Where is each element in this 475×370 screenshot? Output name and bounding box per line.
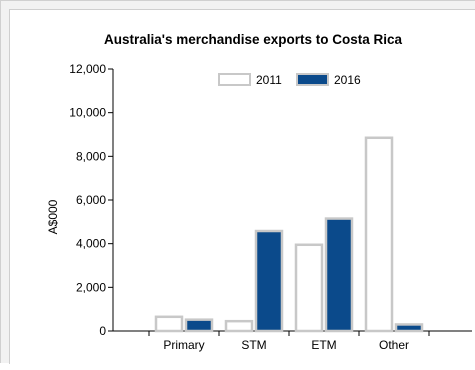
bar-2011-other: [364, 136, 394, 333]
x-axis: Primary STM ETM Other: [113, 330, 472, 352]
y-tick-label: 12,000: [69, 62, 106, 76]
bar-2011-stm: [224, 319, 254, 333]
legend-label-2011: 2011: [256, 73, 282, 87]
y-tick-label: 8,000: [76, 149, 106, 163]
bar-2016-stm: [254, 229, 284, 333]
chart-panel: Australia's merchandise exports to Costa…: [9, 9, 475, 364]
bar-2011-primary: [154, 315, 184, 333]
x-tick-label: ETM: [311, 338, 336, 352]
y-tick-label: 10,000: [69, 106, 106, 120]
x-tick-label: Primary: [163, 338, 204, 352]
x-tick-label: Other: [379, 338, 409, 352]
legend-swatch-2016: [296, 73, 329, 86]
y-tick-label: 2,000: [76, 280, 106, 294]
y-tick-label: 4,000: [76, 237, 106, 251]
y-axis-label: A$000: [46, 199, 60, 234]
bar-2016-primary: [184, 318, 214, 333]
x-tick-label: STM: [241, 338, 266, 352]
y-axis: 0 2,000 4,000 6,000 8,000 10,000 12,000: [69, 62, 114, 338]
bar-2011-etm: [294, 243, 324, 333]
bar-2016-etm: [324, 217, 354, 333]
y-tick-label: 0: [99, 324, 106, 338]
legend-swatch-2011: [218, 73, 251, 86]
bar-2016-other: [394, 323, 424, 333]
bars: [154, 136, 424, 333]
chart-title: Australia's merchandise exports to Costa…: [104, 32, 403, 47]
y-tick-label: 6,000: [76, 193, 106, 207]
legend-label-2016: 2016: [334, 73, 361, 87]
bar-chart: Australia's merchandise exports to Costa…: [46, 32, 472, 352]
legend: 2011 2016: [218, 73, 361, 87]
